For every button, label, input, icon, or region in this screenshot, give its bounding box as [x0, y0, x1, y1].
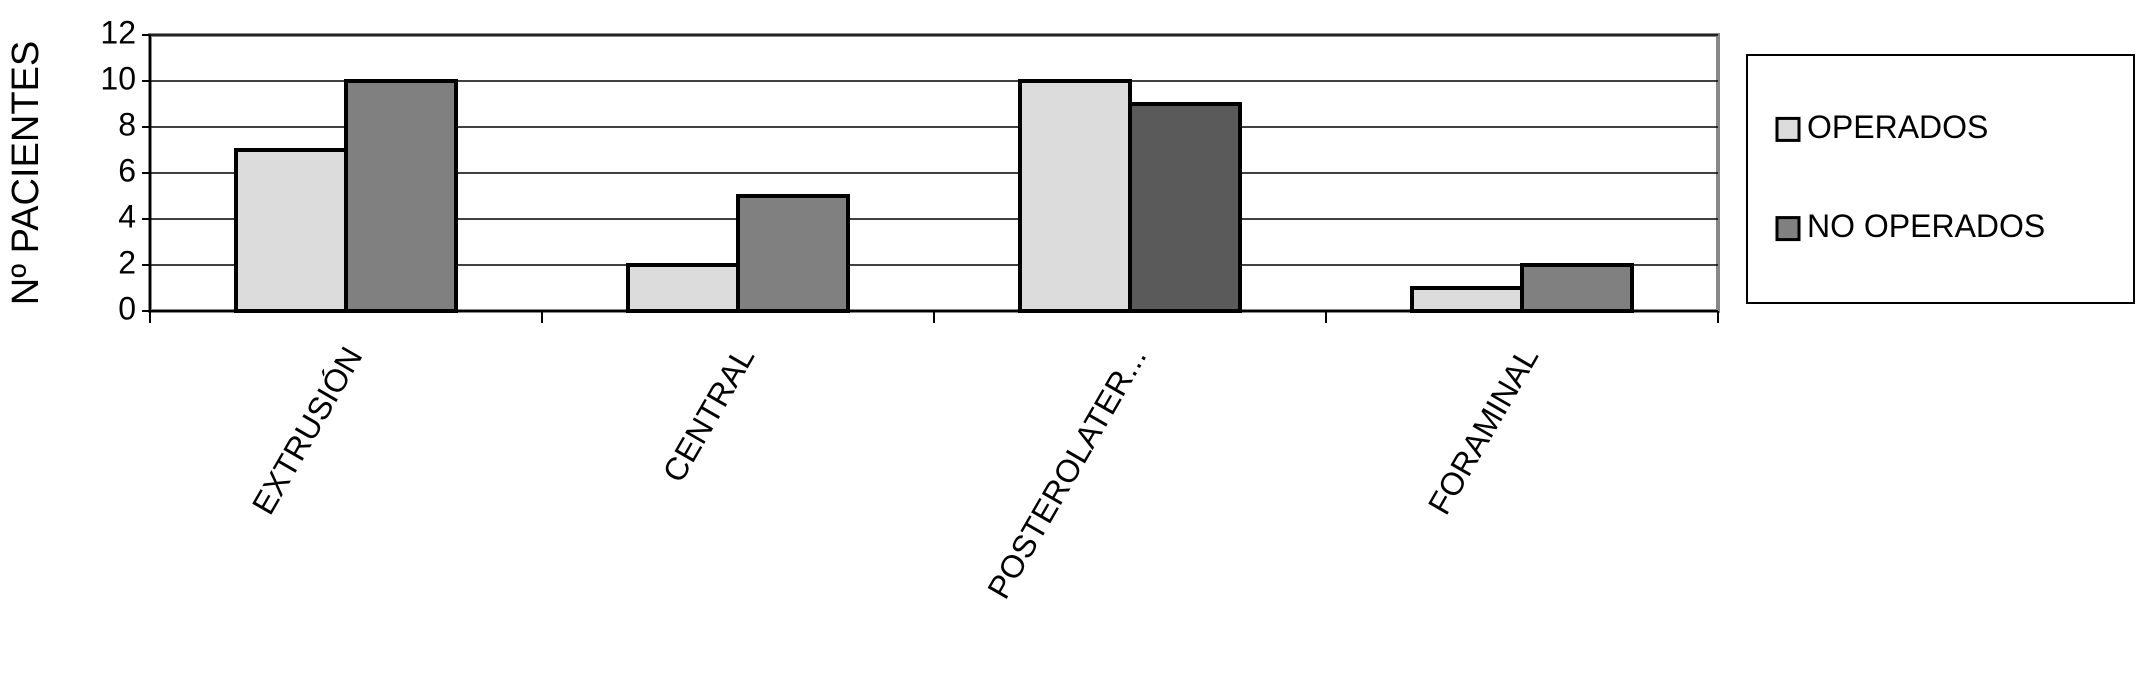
y-tick-label: 6 — [118, 152, 136, 188]
y-tick-label: 10 — [100, 60, 136, 96]
bar — [234, 148, 348, 313]
y-tick-label: 8 — [118, 106, 136, 142]
y-tick-label: 12 — [100, 14, 136, 50]
legend-swatch — [1775, 116, 1801, 142]
bar — [344, 79, 458, 313]
bar — [736, 194, 850, 313]
x-tick-label: POSTEROLATER... — [980, 341, 1153, 605]
y-tick-label: 0 — [118, 290, 136, 326]
y-tick-label: 4 — [118, 198, 136, 234]
bar — [1410, 286, 1524, 313]
bar — [1018, 79, 1132, 313]
legend-box — [1746, 54, 2135, 304]
bar — [1128, 102, 1242, 313]
legend-label: NO OPERADOS — [1807, 208, 2045, 244]
x-tick-label: EXTRUSIÓN — [245, 341, 370, 521]
legend-label: OPERADOS — [1807, 109, 1988, 145]
x-tick-label: FORAMINAL — [1421, 341, 1546, 521]
y-axis-label: Nº PACIENTES — [5, 41, 47, 305]
legend-swatch — [1775, 216, 1801, 242]
bar — [626, 263, 740, 313]
bar — [1520, 263, 1634, 313]
y-tick-label: 2 — [118, 244, 136, 280]
x-tick-label: CENTRAL — [656, 341, 762, 488]
